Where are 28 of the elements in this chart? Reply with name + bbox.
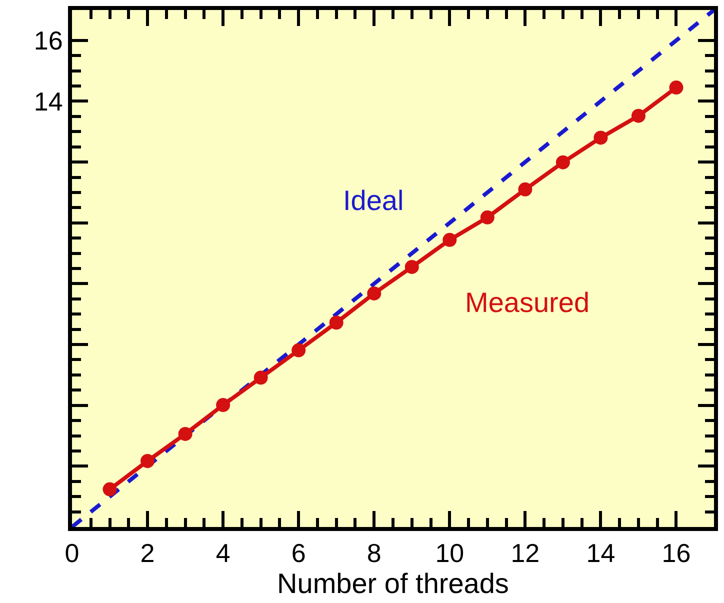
x-tick-label: 8 (366, 538, 382, 568)
x-tick-label: 6 (291, 538, 306, 568)
point (404, 260, 419, 274)
point (518, 182, 532, 196)
x-tick-label: 0 (64, 538, 80, 568)
point (102, 482, 117, 496)
x-tick-label: 14 (586, 538, 616, 568)
point (140, 454, 155, 468)
x-tick-label: 2 (140, 538, 155, 568)
point (631, 108, 646, 123)
series-label: Measured (465, 287, 590, 318)
point (594, 130, 608, 145)
point (556, 155, 570, 170)
point (216, 398, 230, 412)
point (254, 370, 268, 385)
series-label: Ideal (343, 185, 404, 216)
x-tick-label: 10 (435, 538, 464, 568)
point (292, 343, 306, 358)
x-axis-title: Number of threads (277, 568, 509, 600)
x-tick-label: 16 (662, 538, 691, 568)
point (367, 286, 382, 300)
point (442, 232, 457, 247)
point (480, 210, 494, 224)
point (329, 316, 344, 330)
point (178, 426, 192, 441)
x-tick-label: 12 (510, 538, 540, 568)
point (669, 80, 684, 95)
x-tick-label: 4 (216, 538, 230, 568)
